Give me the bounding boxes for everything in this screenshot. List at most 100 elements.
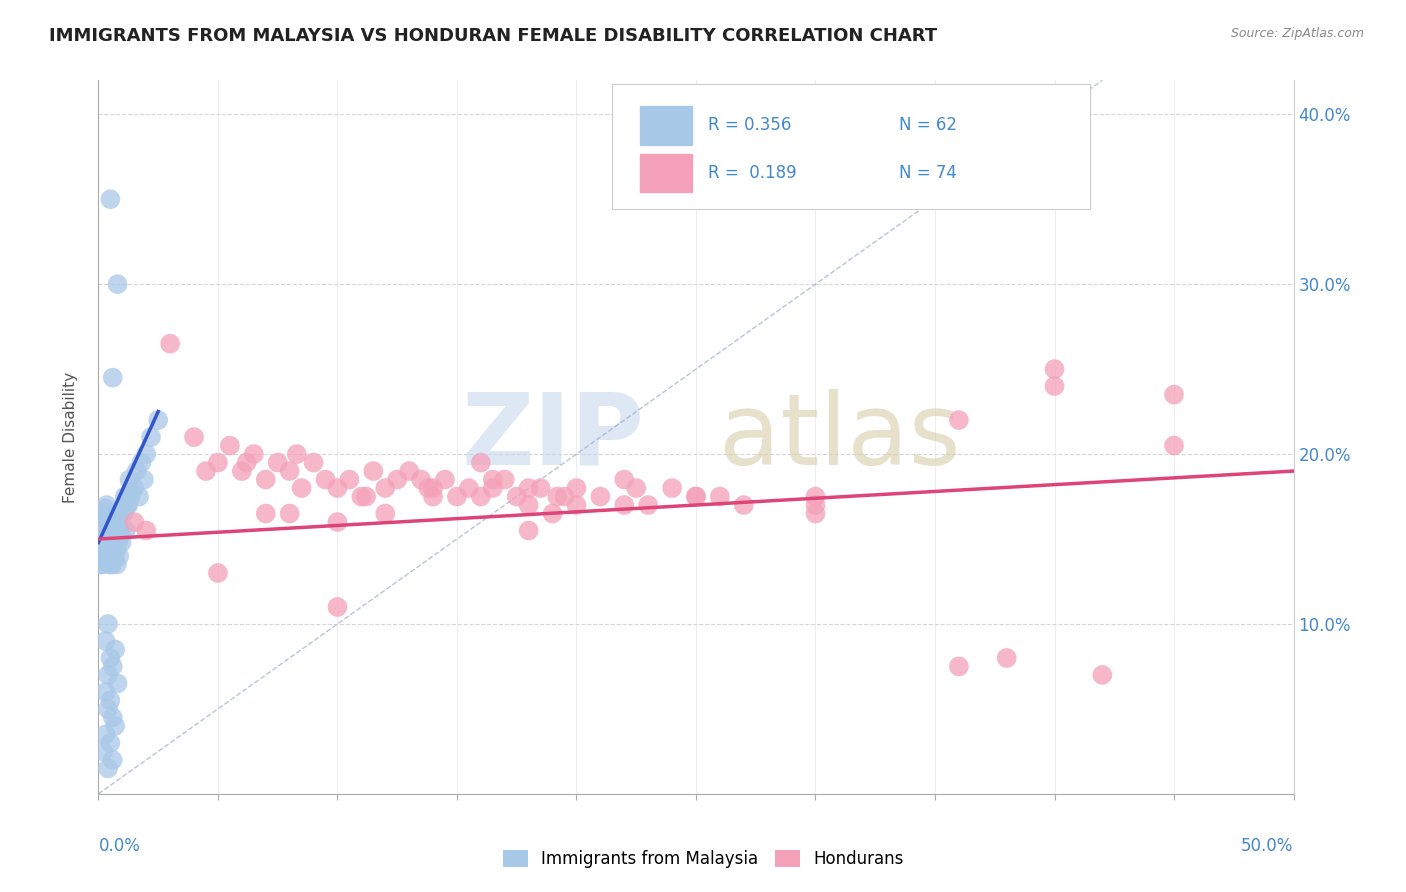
Point: [91, 558, 114, 572]
Text: 50.0%: 50.0%: [1241, 837, 1294, 855]
Point: [804, 507, 827, 521]
Point: [446, 490, 468, 504]
Point: [506, 490, 529, 504]
Point: [94, 549, 117, 563]
Text: atlas: atlas: [718, 389, 960, 485]
Point: [285, 447, 308, 461]
Point: [804, 490, 827, 504]
Point: [661, 481, 683, 495]
Point: [374, 507, 396, 521]
Point: [98, 558, 121, 572]
Point: [121, 484, 143, 499]
Point: [107, 277, 129, 292]
Point: [554, 490, 576, 504]
Text: IMMIGRANTS FROM MALAYSIA VS HONDURAN FEMALE DISABILITY CORRELATION CHART: IMMIGRANTS FROM MALAYSIA VS HONDURAN FEM…: [49, 27, 938, 45]
Point: [101, 524, 124, 538]
Point: [254, 507, 277, 521]
Point: [105, 558, 128, 572]
Point: [104, 541, 127, 555]
Point: [100, 518, 122, 533]
Point: [108, 549, 131, 563]
Point: [541, 507, 564, 521]
Point: [110, 527, 132, 541]
Point: [685, 490, 707, 504]
Point: [398, 464, 420, 478]
Point: [613, 498, 636, 512]
Point: [589, 490, 612, 504]
Point: [1043, 379, 1066, 393]
FancyBboxPatch shape: [640, 106, 692, 145]
Point: [411, 473, 433, 487]
Point: [235, 456, 257, 470]
Point: [195, 464, 218, 478]
Point: [93, 552, 115, 566]
Point: [90, 546, 112, 560]
Point: [159, 336, 181, 351]
Point: [104, 546, 127, 560]
Point: [112, 507, 135, 521]
Point: [98, 651, 122, 665]
Point: [89, 541, 111, 555]
Text: ZIP: ZIP: [461, 389, 644, 485]
Point: [207, 566, 229, 580]
Point: [183, 430, 205, 444]
Point: [278, 464, 301, 478]
Point: [517, 498, 540, 512]
Point: [98, 535, 122, 549]
Point: [125, 464, 148, 478]
Point: [97, 527, 120, 541]
Point: [94, 634, 117, 648]
Point: [94, 685, 117, 699]
Point: [90, 507, 112, 521]
Point: [422, 490, 444, 504]
Point: [315, 473, 337, 487]
Point: [565, 498, 588, 512]
Point: [94, 541, 117, 555]
Point: [948, 659, 970, 673]
Point: [733, 498, 755, 512]
Point: [637, 498, 659, 512]
Point: [101, 753, 124, 767]
Point: [90, 549, 112, 563]
Point: [530, 481, 553, 495]
Point: [517, 481, 540, 495]
Point: [470, 456, 492, 470]
Point: [363, 464, 385, 478]
Point: [326, 515, 349, 529]
Point: [110, 535, 132, 549]
Point: [494, 473, 516, 487]
Point: [105, 528, 128, 542]
Text: 0.0%: 0.0%: [98, 837, 141, 855]
Point: [135, 447, 157, 461]
Point: [458, 481, 481, 495]
Point: [482, 473, 505, 487]
Point: [90, 524, 112, 538]
Point: [1091, 668, 1114, 682]
Legend: Immigrants from Malaysia, Hondurans: Immigrants from Malaysia, Hondurans: [496, 843, 910, 875]
Point: [97, 617, 120, 632]
Point: [96, 498, 118, 512]
Point: [98, 693, 122, 707]
Point: [613, 473, 636, 487]
Point: [132, 473, 155, 487]
Text: R =  0.189: R = 0.189: [709, 164, 797, 182]
Point: [103, 515, 125, 529]
Point: [110, 524, 132, 538]
Y-axis label: Female Disability: Female Disability: [63, 371, 77, 503]
Point: [135, 524, 157, 538]
Point: [434, 473, 457, 487]
Point: [104, 642, 127, 657]
Point: [117, 498, 139, 512]
Point: [626, 481, 648, 495]
Point: [98, 507, 121, 521]
Point: [91, 515, 114, 529]
Point: [418, 481, 440, 495]
FancyBboxPatch shape: [640, 153, 692, 193]
Point: [108, 507, 131, 521]
Point: [131, 456, 153, 470]
Point: [97, 702, 120, 716]
Point: [139, 430, 162, 444]
Point: [114, 490, 136, 504]
Point: [1043, 362, 1066, 376]
Point: [118, 473, 141, 487]
